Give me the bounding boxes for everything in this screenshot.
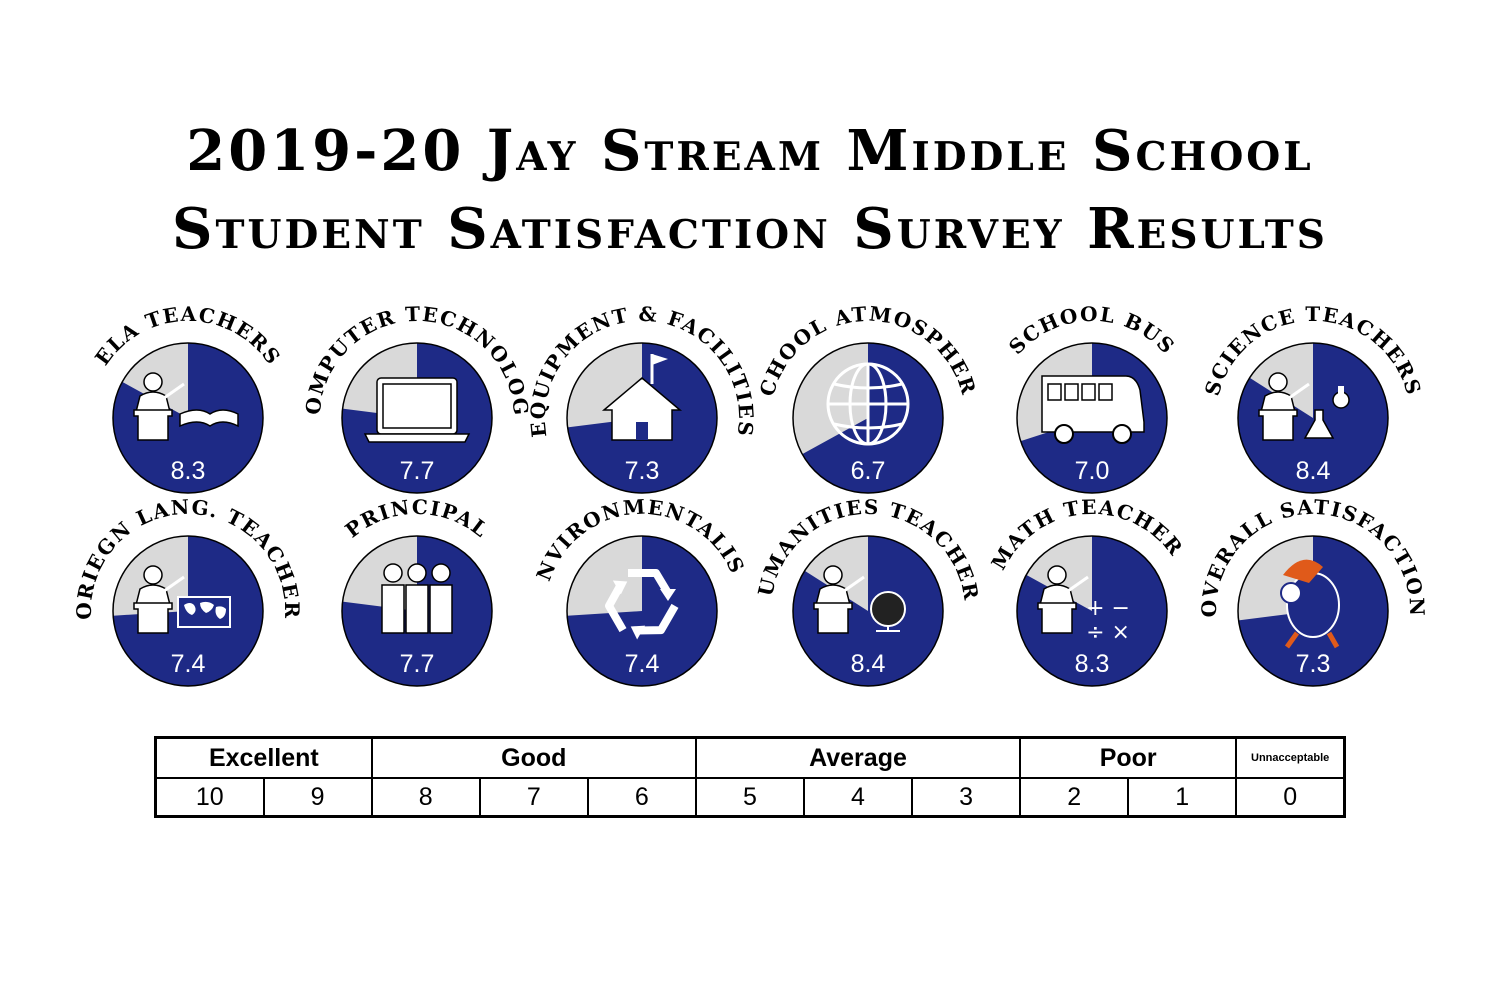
rating-scale-table: Excellent Good Average Poor Unnacceptabl…	[154, 736, 1346, 818]
badge-outline	[792, 342, 944, 494]
bus-icon	[1041, 375, 1145, 444]
teacher-book-icon	[133, 372, 239, 441]
score-value: 7.7	[400, 650, 435, 678]
scale-category: Poor	[1019, 736, 1238, 779]
page-title-line-1: 2019-20 Jay Stream Middle School	[186, 118, 1314, 184]
badge-outline	[112, 342, 264, 494]
badge-outline	[112, 535, 264, 687]
scale-number: 6	[586, 777, 697, 818]
score-slice	[793, 536, 944, 687]
scale-number: 1	[1127, 777, 1238, 818]
badge-outline	[566, 535, 718, 687]
score-value: 7.0	[1075, 457, 1110, 485]
teacher-globe-icon	[813, 565, 906, 634]
scale-number: 2	[1019, 777, 1130, 818]
mascot-icon	[1280, 559, 1340, 649]
score-slice	[802, 343, 944, 494]
scale-category: Excellent	[154, 736, 373, 779]
score-value: 8.4	[1296, 457, 1331, 485]
score-value: 8.3	[1075, 650, 1110, 678]
scale-number: 0	[1235, 777, 1346, 818]
recycle-icon	[605, 569, 679, 640]
laptop-icon	[363, 377, 471, 443]
score-value: 7.4	[171, 650, 206, 678]
score-value: 7.3	[1296, 650, 1331, 678]
scale-category: Good	[370, 736, 697, 779]
schoolhouse-icon	[601, 354, 683, 441]
badge-outline	[341, 342, 493, 494]
scale-number-row: 10 9 8 7 6 5 4 3 2 1 0	[154, 777, 1346, 818]
scale-number: 3	[911, 777, 1022, 818]
badge-outline	[1237, 535, 1389, 687]
scale-number: 5	[694, 777, 805, 818]
score-value: 8.3	[171, 457, 206, 485]
scale-number: 8	[370, 777, 481, 818]
rating-badge: 7.7COMPUTER TECHNOLOGY	[0, 0, 532, 494]
badge-outline	[792, 535, 944, 687]
teacher-math-icon: + −÷ ×	[1037, 565, 1130, 645]
svg-text:÷ ×: ÷ ×	[1086, 620, 1130, 645]
svg-text:+ −: + −	[1086, 596, 1130, 621]
people-icon	[381, 563, 453, 634]
badge-outline	[1016, 342, 1168, 494]
scale-category: Unnacceptable	[1235, 736, 1346, 779]
scale-number: 7	[478, 777, 589, 818]
scale-number: 9	[262, 777, 373, 818]
globe-icon	[826, 362, 910, 446]
teacher-flask-icon	[1258, 372, 1350, 441]
category-label: ENVIRONMENTALISM	[0, 0, 750, 584]
score-slice	[1017, 536, 1168, 687]
score-value: 7.7	[400, 457, 435, 485]
score-value: 7.4	[625, 650, 660, 678]
scale-number: 10	[154, 777, 265, 818]
score-value: 8.4	[851, 650, 886, 678]
badge-outline	[566, 342, 718, 494]
score-value: 6.7	[851, 457, 886, 485]
score-slice	[1238, 343, 1389, 493]
score-value: 7.3	[625, 457, 660, 485]
badge-outline	[341, 535, 493, 687]
scale-number: 4	[802, 777, 914, 818]
page-title-line-2: Student Satisfaction Survey Results	[172, 196, 1328, 262]
scale-category-row: Excellent Good Average Poor Unnacceptabl…	[154, 736, 1346, 779]
badge-outline	[1016, 535, 1168, 687]
score-slice	[567, 536, 718, 687]
teacher-map-icon	[133, 565, 231, 634]
badge-outline	[1237, 342, 1389, 494]
scale-category: Average	[694, 736, 1022, 779]
